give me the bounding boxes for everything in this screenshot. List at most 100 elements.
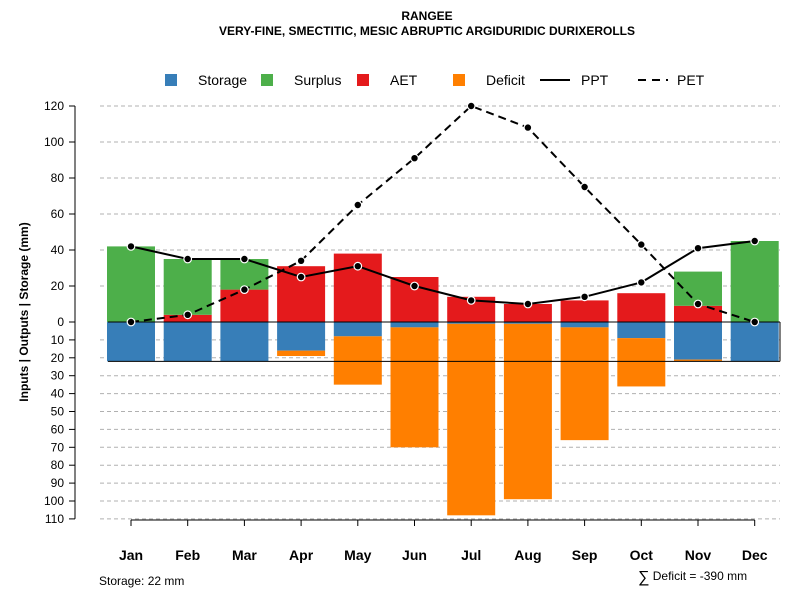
chart-subtitle: VERY-FINE, SMECTITIC, MESIC ABRUPTIC ARG… — [218, 24, 635, 38]
legend-swatch-deficit — [453, 74, 465, 86]
storage-bar — [390, 322, 439, 328]
pet-point — [466, 101, 476, 111]
y-tick-label: 10 — [51, 333, 65, 347]
aet-bar — [560, 300, 609, 322]
storage-bar — [277, 322, 326, 351]
x-tick-label: Jan — [119, 547, 143, 563]
deficit-bar — [503, 323, 552, 500]
x-tick-label: Oct — [630, 547, 654, 563]
x-tick-label: Mar — [232, 547, 257, 563]
y-tick-label: 40 — [51, 243, 65, 257]
aet-bar — [503, 304, 552, 322]
y-tick-label: 20 — [51, 279, 65, 293]
deficit-bar — [447, 323, 496, 516]
x-tick-label: Jun — [402, 547, 427, 563]
storage-bar — [163, 322, 212, 362]
lines — [126, 101, 760, 327]
y-tick-label: 20 — [51, 351, 65, 365]
x-tick-label: Jul — [461, 547, 481, 563]
legend-label-pet: PET — [677, 72, 705, 88]
pet-point — [353, 200, 363, 210]
ppt-point — [636, 278, 646, 287]
pet-point — [750, 317, 760, 327]
x-tick-label: Nov — [685, 547, 712, 563]
x-tick-label: May — [344, 547, 371, 563]
pet-point — [183, 310, 193, 320]
pet-point — [410, 153, 419, 163]
aet-bar — [674, 305, 722, 322]
storage-bar — [447, 322, 496, 324]
pet-point — [239, 285, 249, 295]
surplus-bar — [107, 246, 155, 322]
storage-capacity-label: Storage: 22 mm — [99, 574, 185, 588]
storage-bar — [503, 322, 552, 324]
x-tick-label: Apr — [289, 547, 314, 563]
total-deficit-text: Deficit = -390 mm — [652, 569, 748, 583]
ppt-point — [296, 272, 306, 282]
total-deficit-label: ∑ Deficit = -390 mm — [638, 569, 747, 587]
storage-bar — [107, 322, 155, 362]
bars — [107, 241, 781, 516]
x-tick-label: Aug — [514, 547, 541, 563]
legend-label-storage: Storage — [198, 72, 247, 88]
y-tick-label: 100 — [44, 135, 64, 149]
y-axis-label: Inputs | Outputs | Storage (mm) — [17, 222, 31, 401]
storage-bar — [333, 322, 382, 337]
y-tick-label: 70 — [51, 440, 65, 454]
surplus-bar — [163, 259, 212, 315]
ppt-point — [239, 254, 249, 264]
y-tick-label: 100 — [44, 494, 64, 508]
deficit-bar — [390, 327, 439, 448]
axes: 0 20 40 60 80 100 120 10 20 30 40 50 60 70 80 90 100 110 I… — [17, 99, 768, 563]
y-tick-label: 90 — [51, 476, 65, 490]
y-tick-label: 80 — [51, 458, 65, 472]
ppt-point — [580, 292, 589, 302]
y-tick-label: 40 — [51, 387, 65, 401]
deficit-bar — [674, 359, 722, 362]
aet-bar — [617, 293, 666, 322]
sigma-symbol: ∑ — [638, 569, 650, 586]
legend-swatch-surplus — [261, 74, 273, 86]
storage-bar — [560, 322, 609, 328]
deficit-bar — [333, 336, 382, 385]
deficit-bar — [277, 350, 326, 357]
legend-label-aet: AET — [390, 72, 418, 88]
y-tick-label: 80 — [51, 171, 65, 185]
x-tick-label: Sep — [572, 547, 598, 563]
x-tick-label: Dec — [742, 547, 768, 563]
pet-point — [126, 317, 136, 327]
deficit-bar — [617, 338, 666, 387]
legend: Storage Surplus AET Deficit PPT PET — [165, 72, 705, 88]
ppt-point — [693, 243, 703, 253]
deficit-bar — [560, 327, 609, 441]
storage-bar — [220, 322, 269, 362]
y-tick-label: 30 — [51, 369, 65, 383]
pet-line — [130, 104, 756, 323]
ppt-point — [126, 241, 136, 251]
gridlines — [100, 105, 780, 520]
chart-title-block: RANGEE VERY-FINE, SMECTITIC, MESIC ABRUP… — [0, 9, 800, 39]
pet-point — [580, 182, 589, 192]
ppt-line — [130, 240, 755, 306]
pet-point — [636, 240, 646, 250]
ppt-point — [183, 254, 193, 264]
ppt-point — [523, 299, 533, 309]
y-tick-label: 60 — [51, 207, 65, 221]
legend-swatch-storage — [165, 74, 177, 86]
y-tick-label: 50 — [51, 405, 65, 419]
y-tick-label: 110 — [45, 512, 64, 526]
ppt-point — [466, 296, 476, 305]
aet-bar — [220, 289, 269, 322]
ppt-point — [353, 261, 363, 271]
y-tick-label: 120 — [44, 99, 64, 113]
pet-point — [296, 256, 306, 266]
legend-label-surplus: Surplus — [294, 72, 341, 88]
legend-label-ppt: PPT — [581, 72, 609, 88]
storage-bar — [617, 322, 666, 339]
storage-bar — [730, 322, 779, 362]
pet-point — [523, 123, 533, 132]
ppt-point — [410, 281, 419, 291]
legend-swatch-aet — [357, 74, 369, 86]
y-tick-label: 0 — [57, 315, 64, 329]
ppt-point — [750, 236, 760, 246]
